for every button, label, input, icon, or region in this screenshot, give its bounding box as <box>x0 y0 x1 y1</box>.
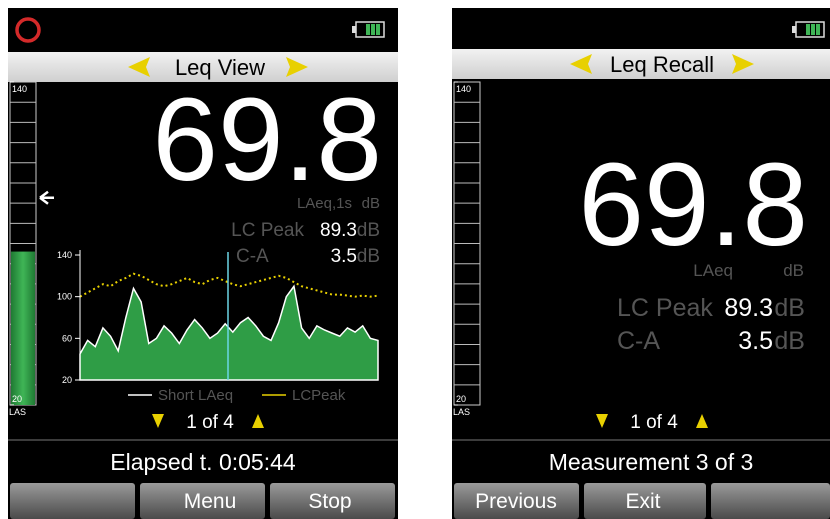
page-indicator: 1 of 4 <box>630 412 678 433</box>
right-screen: Leq Recall 69.8 LAeq dB LC Peak 89.3 dB … <box>452 8 830 519</box>
row-label: LC Peak <box>617 294 713 322</box>
header-title: Leq View <box>175 55 265 80</box>
status-text: Elapsed t. 0:05:44 <box>110 449 296 475</box>
line <box>79 272 379 298</box>
main-reading: 69.8 <box>152 74 382 206</box>
softkey-label: Exit <box>625 490 660 513</box>
row-label: C-A <box>236 246 269 267</box>
area <box>79 284 379 381</box>
page-up[interactable] <box>252 414 264 428</box>
row-unit: dB <box>774 294 805 322</box>
next-arrow[interactable] <box>732 54 754 74</box>
reading-label: LAeq <box>693 261 733 280</box>
level-bar: 20 140 LAS <box>9 81 54 417</box>
row-label: C-A <box>617 327 660 355</box>
status-text: Measurement 3 of 3 <box>549 449 754 475</box>
weighting-label: LAS <box>453 407 470 417</box>
row-unit: dB <box>774 327 805 355</box>
weighting-label: LAS <box>9 407 26 417</box>
row-unit: dB <box>357 220 380 241</box>
row-value: 3.5 <box>331 246 357 267</box>
page-up[interactable] <box>696 414 708 428</box>
softkey[interactable] <box>140 483 265 519</box>
y-tick-label: 20 <box>62 375 72 385</box>
softkey-label: Stop <box>308 490 351 513</box>
page-indicator: 1 of 4 <box>186 412 234 433</box>
battery <box>792 21 825 38</box>
bar-tick-label: 140 <box>12 84 27 94</box>
left-screen: Leq View 69.8 LAeq,1s dB LC Peak 89.3 dB… <box>8 8 398 519</box>
row-value: 89.3 <box>320 220 357 241</box>
softkey-label: Previous <box>475 490 557 513</box>
header-bar <box>8 52 398 82</box>
softkey[interactable] <box>10 483 135 519</box>
reading-unit: dB <box>362 195 380 212</box>
status-icon <box>15 17 41 43</box>
y-tick-label: 140 <box>57 250 72 260</box>
row-value: 89.3 <box>724 294 773 322</box>
legend-label: Short LAeq <box>158 387 233 404</box>
header-title: Leq Recall <box>610 52 714 77</box>
softkey[interactable] <box>711 483 830 519</box>
main-reading: 69.8 <box>578 139 808 271</box>
legend-label: LCPeak <box>292 387 346 404</box>
bar-tick-label: 20 <box>456 394 466 404</box>
next-arrow[interactable] <box>286 57 308 77</box>
row-unit: dB <box>357 246 380 267</box>
header-bar <box>452 49 830 79</box>
screen-bg <box>8 8 398 519</box>
prev-arrow[interactable] <box>128 57 150 77</box>
row-value: 3.5 <box>738 327 773 355</box>
history-chart: 20 60 100 140 Short LAeq LCPeak <box>57 250 379 404</box>
battery <box>352 21 385 38</box>
softkey[interactable] <box>584 483 706 519</box>
reading-label: LAeq,1s <box>297 195 352 212</box>
y-tick-label: 60 <box>62 333 72 343</box>
softkey[interactable] <box>454 483 579 519</box>
y-tick-label: 100 <box>57 292 72 302</box>
screen-bg <box>452 8 830 519</box>
softkey-label: Menu <box>184 490 237 513</box>
bar-tick-label: 140 <box>456 84 471 94</box>
level-fill <box>11 251 35 405</box>
page-down[interactable] <box>152 414 164 428</box>
level-bar: 20 140 LAS <box>453 81 481 417</box>
prev-arrow[interactable] <box>570 54 592 74</box>
max-marker <box>39 190 54 205</box>
row-label: LC Peak <box>231 220 304 241</box>
softkey[interactable] <box>270 483 395 519</box>
bar-tick-label: 20 <box>12 394 22 404</box>
reading-unit: dB <box>783 261 804 280</box>
page-down[interactable] <box>596 414 608 428</box>
